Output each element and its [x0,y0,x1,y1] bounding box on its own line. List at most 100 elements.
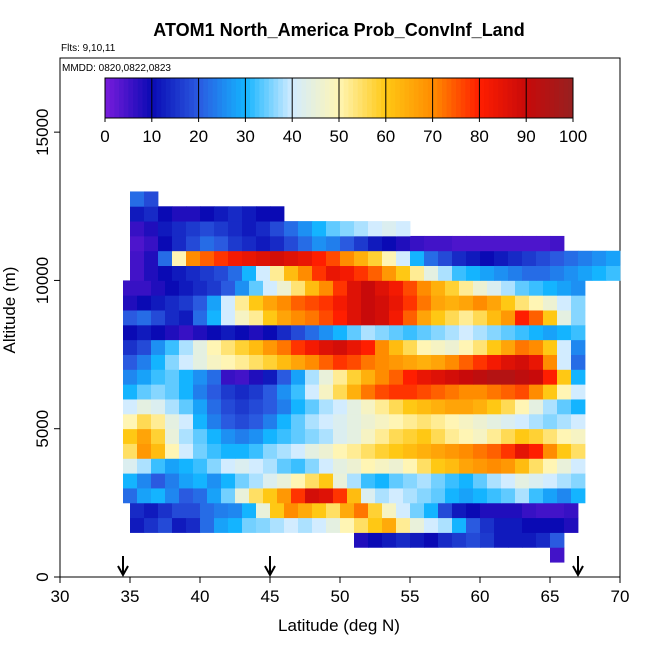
heatmap-cell [564,502,579,519]
x-tick-label: 65 [541,587,560,606]
colorbar-swatch [175,78,181,118]
heatmap-cell [431,280,446,296]
heatmap-cell [333,324,348,341]
heatmap-cell [193,399,208,415]
y-axis-label: Altitude (m) [0,267,19,354]
colorbar-swatch [240,78,246,118]
heatmap-cell [382,250,397,266]
heatmap-cell [151,488,166,504]
heatmap-cell [389,473,404,489]
heatmap-cell [158,502,173,519]
heatmap-cell [473,369,488,385]
heatmap-cell [459,369,474,385]
heatmap-cell [417,413,432,430]
heatmap-cell [340,265,355,281]
heatmap-cell [368,502,383,519]
heatmap-cell [347,324,362,341]
heatmap-cell [144,265,159,281]
heatmap-cell [487,428,502,444]
heatmap-cell [263,413,278,430]
heatmap-cell [501,428,516,444]
heatmap-cell [305,443,320,459]
heatmap-cell [263,443,278,459]
heatmap-cell [298,517,313,533]
heatmap-cell [151,428,166,444]
heatmap-cell [564,250,579,266]
heatmap-cell [424,532,439,548]
heatmap-cell [158,235,173,252]
heatmap-cell [277,339,292,355]
heatmap-cell [123,443,138,459]
x-tick-label: 50 [331,587,350,606]
heatmap-cell [557,339,572,355]
heatmap-cell [221,399,236,415]
y-axis: 0 5000 10000 15000 [33,109,60,582]
heatmap-cell [410,517,425,533]
heatmap-cell [263,369,278,385]
flights-note: Flts: 9,10,11 [61,43,116,54]
heatmap-cell [571,369,586,385]
colorbar-swatch [324,78,331,118]
heatmap-cell [375,488,390,504]
heatmap-cell [179,354,194,370]
colorbar-swatch [549,78,555,118]
heatmap-cell [473,443,488,459]
heatmap-cell [571,428,586,444]
colorbar-swatch [367,78,373,118]
heatmap-cell [389,339,404,355]
colorbar-tick-label: 50 [330,127,349,146]
heatmap-cell [291,428,306,444]
heatmap-cell [473,458,488,474]
heatmap-cell [375,399,390,415]
colorbar-swatch [306,78,312,118]
heatmap-cell [179,310,194,326]
heatmap-cell [158,206,173,222]
heatmap-cell [165,280,180,296]
heatmap-cell [424,502,439,519]
heatmap-cell [305,339,320,355]
heatmap-cell [417,488,432,504]
heatmap-cell [529,354,544,370]
heatmap-cell [312,250,327,266]
heatmap-cell [347,428,362,444]
heatmap-cell [431,339,446,355]
heatmap-cell [382,221,397,237]
heatmap-cell [424,517,439,533]
heatmap-cell [144,517,159,533]
heatmap-cell [403,324,418,341]
colorbar-tick-label: 70 [423,127,442,146]
heatmap-cell [410,235,425,252]
heatmap-cell [228,221,243,237]
heatmap-cell [396,517,411,533]
heatmap-cell [284,250,299,266]
colorbar-tick-label: 30 [236,127,255,146]
heatmap-cell [277,473,292,489]
colorbar-swatch [161,78,167,118]
flight-marker-arrow-icon [572,556,584,578]
x-tick-label: 70 [611,587,630,606]
heatmap-cell [536,235,551,252]
colorbar-swatch [170,78,176,118]
heatmap-cell [431,488,446,504]
heatmap-cell [165,443,180,459]
heatmap-cell [123,369,138,385]
colorbar-swatch [231,78,237,118]
heatmap-cell [410,502,425,519]
colorbar-swatch [470,78,476,118]
heatmap-cell [179,399,194,415]
heatmap-cell [543,458,558,474]
heatmap-cell [543,399,558,415]
heatmap-cell [445,310,460,326]
heatmap-cell [305,458,320,474]
heatmap-cell [179,428,194,444]
heatmap-cell [291,280,306,296]
heatmap-cell [438,250,453,266]
colorbar-swatch [395,78,401,118]
heatmap-cell [529,280,544,296]
colorbar-swatch [451,78,457,118]
heatmap-cell [529,310,544,326]
heatmap-cell [249,399,264,415]
heatmap-cell [319,399,334,415]
heatmap-cell [235,310,250,326]
